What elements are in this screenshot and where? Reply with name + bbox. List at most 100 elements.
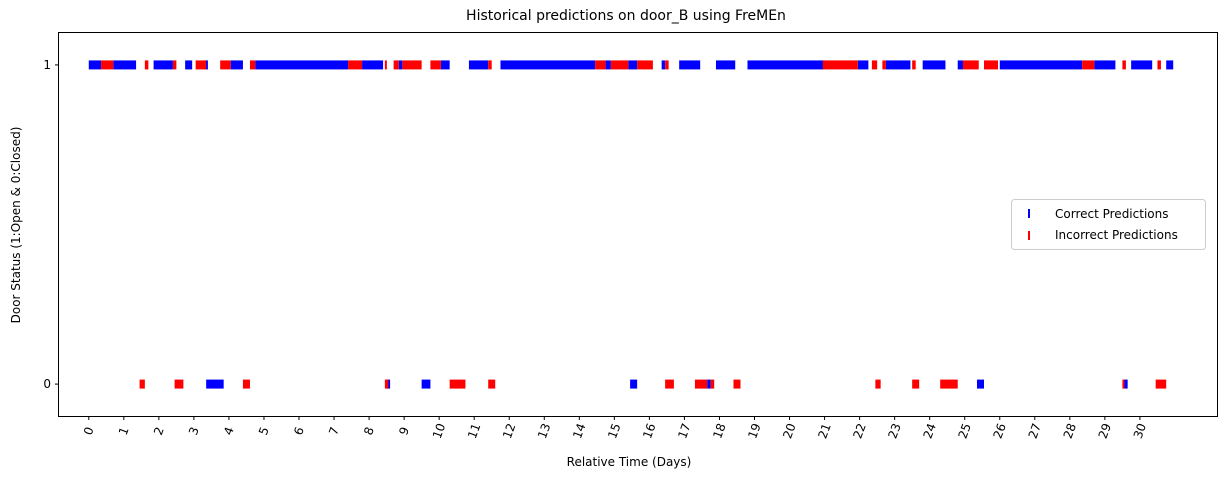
incorrect-prediction-mark-open: [637, 60, 653, 70]
incorrect-prediction-mark-closed: [242, 379, 250, 389]
correct-prediction-mark-open: [230, 60, 243, 70]
incorrect-prediction-mark-open: [1122, 60, 1126, 70]
x-axis-ticks: 0 1 2 3 4 5 6 7 8 9 10 11 12 13 14 15 16 17 18 19 20 21 22 23 24…: [81, 416, 1149, 441]
incorrect-prediction-mark-open: [144, 60, 149, 70]
incorrect-prediction-mark-closed: [449, 379, 466, 389]
legend: Correct Predictions Incorrect Prediction…: [1011, 199, 1206, 250]
incorrect-prediction-mark-open: [402, 60, 422, 70]
x-tick-label: 1: [116, 425, 132, 437]
x-tick-label: 16: [640, 421, 658, 440]
x-tick-label: 22: [850, 421, 868, 440]
correct-prediction-mark-closed: [630, 379, 638, 389]
legend-label-correct: Correct Predictions: [1055, 207, 1168, 221]
correct-prediction-mark-open: [857, 60, 869, 70]
incorrect-prediction-mark-open: [348, 60, 363, 70]
plot-marks: [88, 60, 1174, 389]
incorrect-prediction-mark-closed: [710, 379, 715, 389]
incorrect-prediction-mark-open: [984, 60, 999, 70]
x-tick-label: 3: [186, 425, 202, 437]
x-tick-label: 7: [326, 425, 342, 437]
incorrect-prediction-mark-closed: [1122, 379, 1125, 389]
correct-prediction-mark-open: [113, 60, 137, 70]
correct-prediction-mark-closed: [421, 379, 431, 389]
correct-prediction-mark-open: [1131, 60, 1153, 70]
incorrect-prediction-mark-open: [822, 60, 858, 70]
correct-prediction-mark-open: [88, 60, 102, 70]
y-tick-label: 1: [43, 58, 51, 72]
correct-prediction-mark-open: [605, 60, 611, 70]
incorrect-prediction-mark-open: [610, 60, 629, 70]
incorrect-prediction-mark-open: [595, 60, 606, 70]
correct-prediction-mark-open: [500, 60, 596, 70]
correct-prediction-mark-closed: [206, 379, 224, 389]
incorrect-prediction-mark-open: [1157, 60, 1161, 70]
correct-prediction-mark-open: [922, 60, 946, 70]
x-tick-label: 8: [361, 425, 377, 437]
incorrect-prediction-mark-closed: [174, 379, 184, 389]
correct-prediction-mark-open: [661, 60, 666, 70]
correct-prediction-mark-open: [185, 60, 193, 70]
incorrect-prediction-mark-closed: [694, 379, 708, 389]
incorrect-prediction-mark-open: [430, 60, 441, 70]
incorrect-prediction-mark-closed: [384, 379, 389, 389]
incorrect-prediction-mark-open: [962, 60, 979, 70]
x-tick-label: 13: [535, 421, 553, 440]
correct-prediction-mark-closed: [1124, 379, 1128, 389]
x-tick-label: 19: [745, 421, 763, 440]
incorrect-prediction-mark-open: [882, 60, 886, 70]
x-tick-label: 18: [710, 421, 728, 440]
incorrect-prediction-mark-open: [1082, 60, 1095, 70]
incorrect-prediction-mark-closed: [875, 379, 881, 389]
x-tick-label: 20: [780, 421, 798, 440]
x-tick-label: 14: [570, 421, 588, 440]
correct-prediction-mark-open: [153, 60, 173, 70]
legend-marker-correct: [1028, 209, 1030, 218]
correct-prediction-mark-open: [679, 60, 701, 70]
correct-prediction-mark-open: [440, 60, 450, 70]
correct-prediction-mark-open: [628, 60, 638, 70]
correct-prediction-mark-open: [715, 60, 736, 70]
legend-box: [1011, 199, 1206, 250]
correct-prediction-mark-open: [957, 60, 963, 70]
x-tick-label: 6: [291, 425, 307, 437]
y-axis-ticks: 01: [43, 58, 59, 391]
correct-prediction-mark-open: [362, 60, 384, 70]
x-tick-label: 29: [1096, 421, 1114, 440]
incorrect-prediction-mark-open: [871, 60, 878, 70]
incorrect-prediction-mark-closed: [488, 379, 496, 389]
x-tick-label: 24: [920, 421, 938, 440]
incorrect-prediction-mark-closed: [912, 379, 920, 389]
x-tick-label: 28: [1061, 421, 1079, 440]
correct-prediction-mark-open: [1166, 60, 1174, 70]
x-tick-label: 17: [675, 421, 693, 440]
correct-prediction-mark-closed: [707, 379, 711, 389]
x-tick-label: 11: [465, 421, 483, 440]
incorrect-prediction-mark-open: [172, 60, 177, 70]
incorrect-prediction-mark-open: [195, 60, 207, 70]
correct-prediction-mark-open: [468, 60, 489, 70]
correct-prediction-mark-open: [204, 60, 208, 70]
correct-prediction-mark-open: [999, 60, 1083, 70]
y-axis-label: Door Status (1:Open & 0:Closed): [9, 127, 23, 324]
incorrect-prediction-mark-open: [393, 60, 399, 70]
x-tick-label: 21: [815, 421, 833, 440]
incorrect-prediction-mark-closed: [733, 379, 741, 389]
plot-frame: [58, 32, 1218, 417]
x-tick-label: 10: [430, 421, 448, 440]
incorrect-prediction-mark-open: [220, 60, 231, 70]
correct-prediction-mark-closed: [976, 379, 984, 389]
incorrect-prediction-mark-closed: [139, 379, 145, 389]
incorrect-prediction-mark-open: [249, 60, 256, 70]
legend-label-incorrect: Incorrect Predictions: [1055, 228, 1178, 242]
incorrect-prediction-mark-open: [665, 60, 669, 70]
incorrect-prediction-mark-open: [384, 60, 387, 70]
x-tick-label: 12: [500, 421, 518, 440]
correct-prediction-mark-open: [747, 60, 825, 70]
incorrect-prediction-mark-open: [488, 60, 492, 70]
incorrect-prediction-mark-open: [912, 60, 916, 70]
x-tick-label: 0: [81, 425, 97, 437]
x-tick-label: 2: [151, 425, 167, 437]
x-tick-label: 26: [991, 421, 1009, 440]
x-tick-label: 23: [885, 421, 903, 440]
